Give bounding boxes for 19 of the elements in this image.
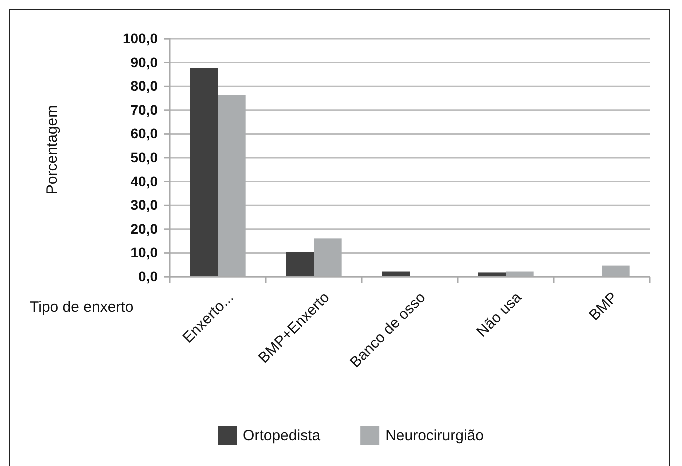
- y-tick-label: 0,0: [138, 268, 158, 284]
- y-tick-label: 80,0: [130, 78, 158, 94]
- y-tick-label: 30,0: [130, 197, 158, 214]
- bar: [478, 272, 506, 277]
- x-axis-title: Tipo de enxerto: [30, 299, 134, 316]
- y-tick-label: 60,0: [130, 126, 158, 142]
- y-tick-label: 90,0: [130, 54, 158, 70]
- bar: [286, 252, 314, 277]
- legend-label: Neurocirurgião: [386, 427, 484, 444]
- y-tick-label: 70,0: [130, 102, 158, 118]
- y-tick-label: 50,0: [130, 149, 158, 166]
- y-tick-label: 20,0: [130, 220, 158, 237]
- bar: [190, 68, 218, 277]
- x-tick-label: Não usa: [474, 288, 526, 341]
- y-tick-label: 40,0: [130, 173, 158, 190]
- y-axis-title: Porcentagem: [44, 105, 61, 195]
- y-tick-label: 10,0: [130, 244, 158, 261]
- legend-label: Ortopedista: [243, 427, 322, 444]
- y-tick-label: 100,0: [122, 30, 158, 46]
